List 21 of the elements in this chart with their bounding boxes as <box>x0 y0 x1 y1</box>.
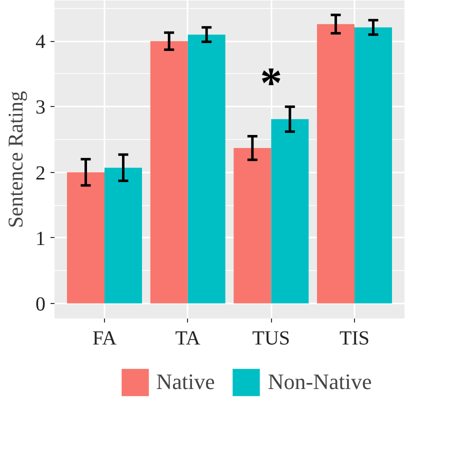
legend-label: Non-Native <box>268 369 372 395</box>
bar <box>271 119 309 304</box>
bar <box>67 172 104 304</box>
annotation: * <box>260 58 282 108</box>
bar <box>150 41 188 304</box>
legend-label: Native <box>156 369 215 395</box>
bar <box>354 27 392 304</box>
x-tick-label: FA <box>92 328 118 350</box>
y-axis-title: Sentence Rating <box>4 90 28 228</box>
y-tick-label: 3 <box>36 96 46 119</box>
y-tick-label: 1 <box>36 228 46 250</box>
y-tick-label: 4 <box>36 31 46 54</box>
bar <box>104 168 142 304</box>
x-tick-label: TA <box>175 328 201 350</box>
y-tick-label: 0 <box>36 293 46 316</box>
bar <box>317 24 354 304</box>
y-tick-label: 2 <box>36 162 46 184</box>
bar <box>188 34 226 304</box>
bar <box>234 148 272 304</box>
x-tick-label: TIS <box>340 328 370 350</box>
x-tick-label: TUS <box>252 328 290 350</box>
